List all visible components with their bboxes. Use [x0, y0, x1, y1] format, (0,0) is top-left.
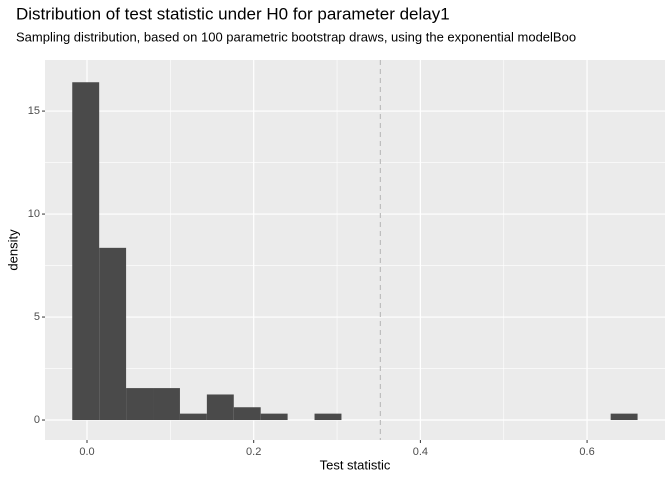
x-axis-label: Test statistic: [320, 457, 391, 472]
chart-title: Distribution of test statistic under H0 …: [16, 4, 450, 23]
chart-subtitle: Sampling distribution, based on 100 para…: [16, 29, 576, 44]
bar: [126, 388, 154, 421]
x-tick-label: 0.0: [79, 446, 94, 458]
bar: [99, 247, 127, 421]
y-tick-label: 10: [28, 208, 40, 220]
bar: [179, 413, 207, 421]
y-tick-label: 15: [28, 105, 40, 117]
x-tick-label: 0.2: [246, 446, 261, 458]
y-tick-label: 0: [34, 414, 40, 426]
bar: [72, 82, 100, 421]
bar: [206, 394, 234, 421]
bar: [610, 413, 638, 421]
y-tick-label: 5: [34, 311, 40, 323]
plot-panel: [45, 60, 665, 440]
x-tick-label: 0.4: [413, 446, 428, 458]
x-tick-label: 0.6: [579, 446, 594, 458]
bar: [153, 388, 180, 421]
y-axis-label: density: [5, 229, 20, 271]
bar: [314, 413, 342, 421]
bar: [260, 413, 288, 421]
bar: [233, 407, 261, 421]
